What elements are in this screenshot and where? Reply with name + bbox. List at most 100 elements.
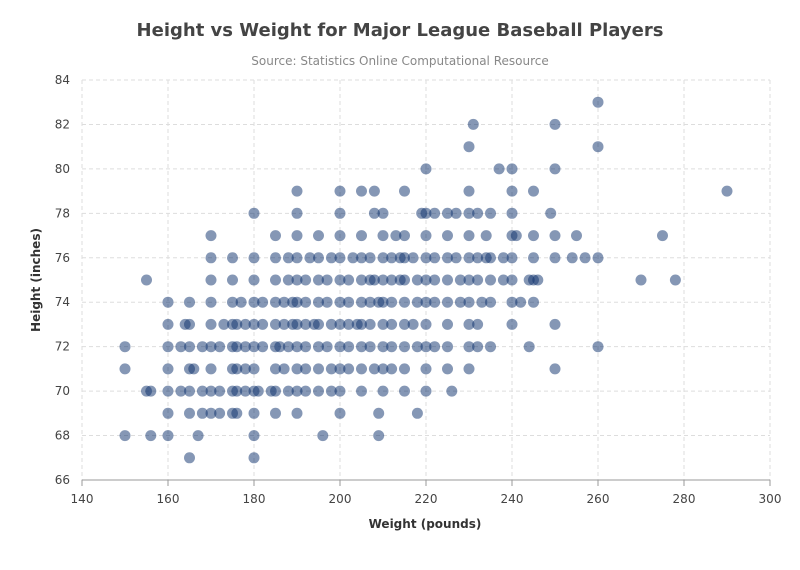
data-point[interactable] xyxy=(162,318,174,330)
data-point[interactable] xyxy=(657,230,668,242)
data-point[interactable] xyxy=(463,141,475,153)
data-point[interactable] xyxy=(334,385,346,397)
data-point[interactable] xyxy=(399,185,410,197)
data-point[interactable] xyxy=(231,407,243,419)
data-point[interactable] xyxy=(506,207,518,219)
data-point[interactable] xyxy=(119,363,131,375)
data-point[interactable] xyxy=(313,274,324,286)
data-point[interactable] xyxy=(472,252,484,264)
data-point[interactable] xyxy=(141,274,152,286)
data-point[interactable] xyxy=(325,385,337,397)
data-point[interactable] xyxy=(334,185,346,197)
data-point[interactable] xyxy=(257,296,269,308)
data-point[interactable] xyxy=(411,296,423,308)
data-point[interactable] xyxy=(571,230,582,242)
data-point[interactable] xyxy=(411,407,423,419)
data-point[interactable] xyxy=(399,252,410,264)
data-point[interactable] xyxy=(313,341,324,353)
data-point[interactable] xyxy=(386,341,398,353)
data-point[interactable] xyxy=(270,296,281,308)
data-point[interactable] xyxy=(592,96,604,108)
data-point[interactable] xyxy=(377,207,389,219)
data-point[interactable] xyxy=(528,230,539,242)
data-point[interactable] xyxy=(248,296,260,308)
data-point[interactable] xyxy=(257,318,269,330)
data-point[interactable] xyxy=(205,363,217,375)
data-point[interactable] xyxy=(368,363,380,375)
data-point[interactable] xyxy=(390,230,402,242)
data-point[interactable] xyxy=(231,363,243,375)
data-point[interactable] xyxy=(429,207,441,219)
data-point[interactable] xyxy=(463,318,475,330)
data-point[interactable] xyxy=(248,341,260,353)
data-point[interactable] xyxy=(300,341,312,353)
data-point[interactable] xyxy=(549,118,561,130)
data-point[interactable] xyxy=(291,318,303,330)
data-point[interactable] xyxy=(420,385,432,397)
data-point[interactable] xyxy=(214,407,226,419)
data-point[interactable] xyxy=(313,252,324,264)
data-point[interactable] xyxy=(545,207,557,219)
data-point[interactable] xyxy=(184,341,195,353)
data-point[interactable] xyxy=(205,341,217,353)
data-point[interactable] xyxy=(497,252,509,264)
data-point[interactable] xyxy=(364,296,376,308)
data-point[interactable] xyxy=(506,163,518,175)
data-point[interactable] xyxy=(248,407,260,419)
data-point[interactable] xyxy=(205,230,217,242)
data-point[interactable] xyxy=(231,385,243,397)
data-point[interactable] xyxy=(278,318,290,330)
data-point[interactable] xyxy=(343,318,355,330)
data-point[interactable] xyxy=(235,296,247,308)
data-point[interactable] xyxy=(377,385,389,397)
data-point[interactable] xyxy=(248,452,260,464)
data-point[interactable] xyxy=(356,341,367,353)
data-point[interactable] xyxy=(592,252,604,264)
data-point[interactable] xyxy=(420,163,432,175)
data-point[interactable] xyxy=(162,363,174,375)
data-point[interactable] xyxy=(356,230,367,242)
data-point[interactable] xyxy=(313,318,324,330)
data-point[interactable] xyxy=(257,341,269,353)
data-point[interactable] xyxy=(291,296,303,308)
data-point[interactable] xyxy=(407,318,419,330)
data-point[interactable] xyxy=(162,296,174,308)
data-point[interactable] xyxy=(669,274,681,286)
data-point[interactable] xyxy=(399,274,410,286)
data-point[interactable] xyxy=(291,274,303,286)
data-point[interactable] xyxy=(282,274,294,286)
data-point[interactable] xyxy=(356,296,367,308)
data-point[interactable] xyxy=(420,318,432,330)
data-point[interactable] xyxy=(506,274,518,286)
data-point[interactable] xyxy=(343,296,355,308)
data-point[interactable] xyxy=(407,252,419,264)
data-point[interactable] xyxy=(334,274,346,286)
data-point[interactable] xyxy=(321,274,333,286)
data-point[interactable] xyxy=(239,318,251,330)
data-point[interactable] xyxy=(506,296,518,308)
data-point[interactable] xyxy=(278,296,290,308)
data-point[interactable] xyxy=(485,274,496,286)
data-point[interactable] xyxy=(282,341,294,353)
data-point[interactable] xyxy=(356,252,367,264)
data-point[interactable] xyxy=(442,230,453,242)
data-point[interactable] xyxy=(446,385,458,397)
data-point[interactable] xyxy=(463,230,475,242)
data-point[interactable] xyxy=(549,252,561,264)
data-point[interactable] xyxy=(343,341,355,353)
data-point[interactable] xyxy=(528,185,539,197)
data-point[interactable] xyxy=(218,318,230,330)
data-point[interactable] xyxy=(175,385,187,397)
data-point[interactable] xyxy=(523,341,535,353)
data-point[interactable] xyxy=(192,430,204,442)
data-point[interactable] xyxy=(485,207,496,219)
data-point[interactable] xyxy=(442,252,453,264)
data-point[interactable] xyxy=(270,407,281,419)
data-point[interactable] xyxy=(377,318,389,330)
data-point[interactable] xyxy=(278,363,290,375)
data-point[interactable] xyxy=(454,296,466,308)
data-point[interactable] xyxy=(291,230,303,242)
data-point[interactable] xyxy=(429,341,441,353)
data-point[interactable] xyxy=(721,185,733,197)
data-point[interactable] xyxy=(325,318,337,330)
